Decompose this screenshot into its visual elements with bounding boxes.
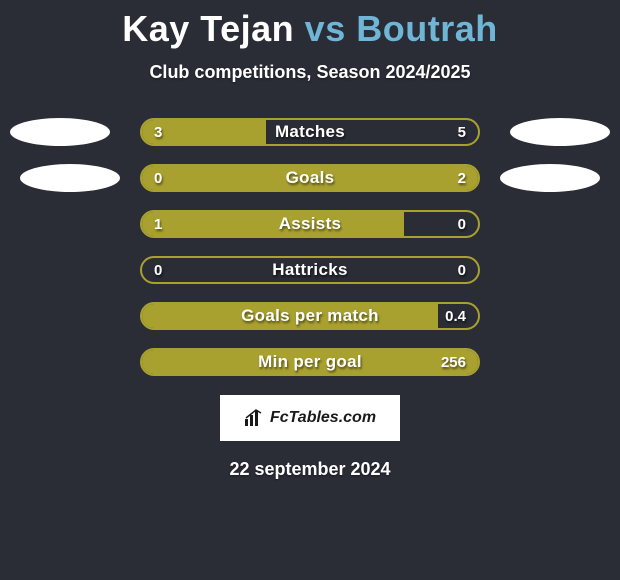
- page-title: Kay Tejan vs Boutrah: [0, 8, 620, 50]
- chart-icon: [244, 409, 264, 427]
- player2-name: Boutrah: [356, 8, 498, 49]
- player1-logo-placeholder: [10, 118, 110, 146]
- stat-label: Assists: [142, 212, 478, 236]
- stat-rows: 35Matches 02Goals 10Assists 00Hattricks 0.4G…: [0, 113, 620, 389]
- player1-name: Kay Tejan: [122, 8, 294, 49]
- stat-row: 10Assists: [0, 205, 620, 251]
- stat-bar: 10Assists: [140, 210, 480, 238]
- source-badge-text: FcTables.com: [270, 409, 376, 427]
- player2-logo-placeholder: [510, 118, 610, 146]
- stat-bar: 00Hattricks: [140, 256, 480, 284]
- stat-row: 02Goals: [0, 159, 620, 205]
- stat-label: Goals per match: [142, 304, 478, 328]
- stat-bar: 256Min per goal: [140, 348, 480, 376]
- stat-row: 256Min per goal: [0, 343, 620, 389]
- player1-logo-placeholder: [20, 164, 120, 192]
- comparison-container: Kay Tejan vs Boutrah Club competitions, …: [0, 0, 620, 480]
- player2-logo-placeholder: [500, 164, 600, 192]
- stat-label: Hattricks: [142, 258, 478, 282]
- stat-row: 0.4Goals per match: [0, 297, 620, 343]
- stat-label: Min per goal: [142, 350, 478, 374]
- source-badge: FcTables.com: [220, 395, 400, 441]
- stat-row: 00Hattricks: [0, 251, 620, 297]
- vs-text: vs: [305, 8, 346, 49]
- date-text: 22 september 2024: [0, 459, 620, 480]
- stat-bar: 0.4Goals per match: [140, 302, 480, 330]
- stat-bar: 35Matches: [140, 118, 480, 146]
- subtitle: Club competitions, Season 2024/2025: [0, 62, 620, 83]
- stat-label: Goals: [142, 166, 478, 190]
- stat-row: 35Matches: [0, 113, 620, 159]
- stat-label: Matches: [142, 120, 478, 144]
- stat-bar: 02Goals: [140, 164, 480, 192]
